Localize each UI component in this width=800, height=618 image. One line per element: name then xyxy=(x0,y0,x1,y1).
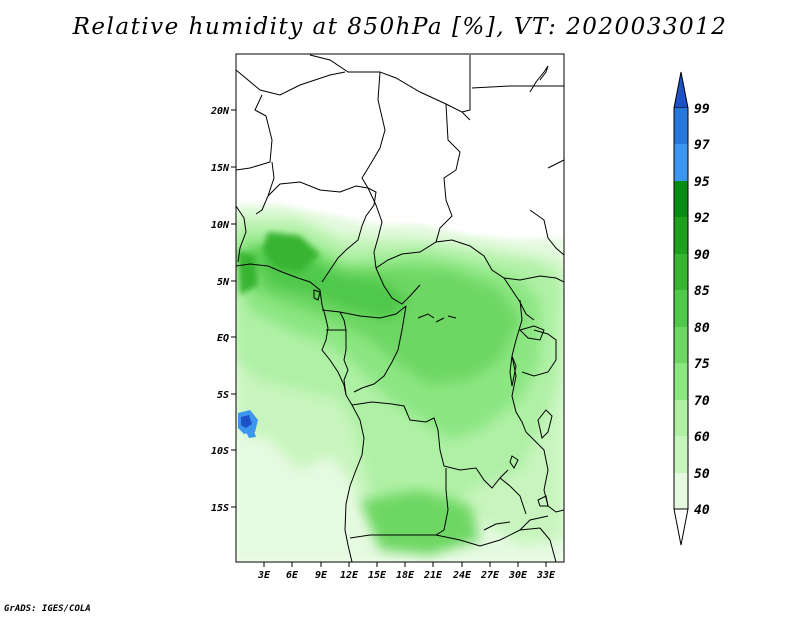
colorbar-segment-75-80 xyxy=(674,327,688,363)
colorbar-label-40: 40 xyxy=(694,503,710,518)
lat-label-15n: 15N xyxy=(211,163,230,174)
lon-label-9e: 9E xyxy=(315,570,328,581)
colorbar-segment-95-97 xyxy=(674,144,688,181)
colorbar-label-60: 60 xyxy=(694,430,710,445)
lon-label-30e: 30E xyxy=(508,570,528,581)
lat-label-eq: EQ xyxy=(217,333,229,344)
map-frame xyxy=(235,53,565,563)
humidity-85-area-west xyxy=(238,250,258,295)
grads-credit: GrADS: IGES/COLA xyxy=(4,604,91,614)
lon-label-15e: 15E xyxy=(368,570,387,581)
colorbar-label-99: 99 xyxy=(694,102,710,117)
colorbar-label-80: 80 xyxy=(694,321,710,336)
lon-label-24e: 24E xyxy=(452,570,472,581)
lat-label-20n: 20N xyxy=(210,106,230,117)
colorbar-label-90: 90 xyxy=(694,248,710,263)
humidity-97-patch xyxy=(241,415,252,428)
lat-label-10s: 10S xyxy=(211,446,229,457)
humidity-85-area xyxy=(262,232,320,272)
colorbar-label-70: 70 xyxy=(694,394,710,409)
humidity-95-patch-2 xyxy=(246,431,256,438)
country-borders xyxy=(236,54,564,562)
lat-label-5s: 5S xyxy=(217,390,229,401)
lon-label-21e: 21E xyxy=(423,570,443,581)
colorbar-label-97: 97 xyxy=(694,138,710,153)
humidity-80-area-south xyxy=(360,490,480,555)
latitude-axis: 20N 15N 10N 5N EQ 5S 10S 15S xyxy=(210,106,236,514)
lon-label-6e: 6E xyxy=(286,570,299,581)
colorbar-label-92: 92 xyxy=(694,211,710,226)
lon-label-3e: 3E xyxy=(257,570,271,581)
colorbar-segment-90-92 xyxy=(674,217,688,254)
lon-label-12e: 12E xyxy=(340,570,359,581)
colorbar-segment-70-75 xyxy=(674,363,688,400)
colorbar-segment-80-85 xyxy=(674,290,688,327)
colorbar-cap-bottom xyxy=(673,508,689,546)
chart-title: Relative humidity at 850hPa [%], VT: 202… xyxy=(72,14,728,40)
lat-label-10n: 10N xyxy=(211,220,230,231)
colorbar-cap-top xyxy=(673,71,689,109)
colorbar-segment-97-99 xyxy=(674,108,688,144)
longitude-axis: 3E 6E 9E 12E 15E 18E 21E 24E 27E 30E 33E xyxy=(257,562,556,581)
colorbar: 99 97 95 92 90 85 80 75 70 60 50 40 xyxy=(673,71,710,546)
colorbar-label-75: 75 xyxy=(694,357,710,372)
colorbar-segment-50-60 xyxy=(674,436,688,473)
humidity-field xyxy=(236,54,564,562)
colorbar-label-85: 85 xyxy=(694,284,710,299)
lon-label-18e: 18E xyxy=(396,570,415,581)
colorbar-outline xyxy=(673,108,689,509)
colorbar-label-95: 95 xyxy=(694,175,710,190)
colorbar-label-50: 50 xyxy=(694,467,710,482)
lon-label-27e: 27E xyxy=(480,570,500,581)
colorbar-segment-60-70 xyxy=(674,400,688,436)
colorbar-segment-40-50 xyxy=(674,473,688,509)
colorbar-segment-92-95 xyxy=(674,181,688,217)
lat-label-5n: 5N xyxy=(217,277,230,288)
lat-label-15s: 15S xyxy=(211,503,229,514)
colorbar-segment-85-90 xyxy=(674,254,688,290)
lon-label-33e: 33E xyxy=(536,570,556,581)
